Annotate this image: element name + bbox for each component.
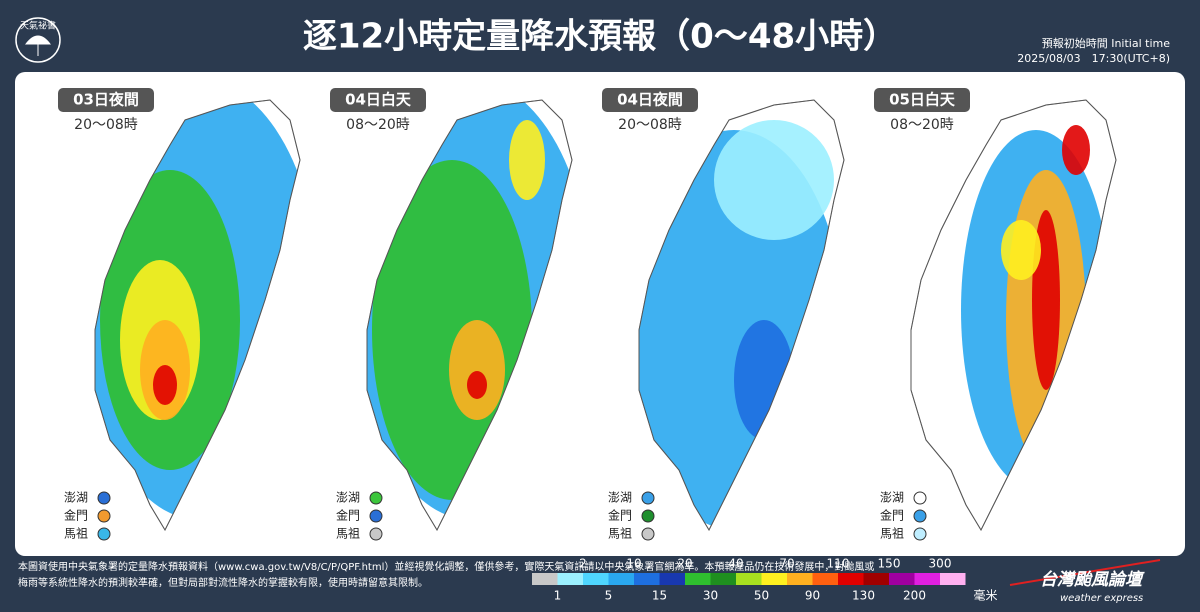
date-badge — [330, 88, 426, 112]
legend-swatch — [583, 573, 609, 585]
init-label: 預報初始時間 Initial time — [1042, 36, 1171, 50]
island-name: 澎湖 — [336, 490, 360, 505]
legend-swatch — [710, 573, 736, 585]
island-name: 馬祖 — [608, 526, 632, 541]
brand-tagline: weather express — [1060, 593, 1143, 604]
date-title: 05日白天 — [889, 91, 956, 109]
legend-unit: 毫米 — [974, 588, 998, 603]
time-range: 08～20時 — [346, 117, 410, 133]
island-dot — [641, 491, 655, 505]
legend-label: 30 — [703, 589, 718, 603]
legend-label: 20 — [677, 557, 692, 571]
legend-label: 90 — [805, 589, 820, 603]
time-range: 20～08時 — [618, 117, 682, 133]
legend-swatch — [838, 573, 864, 585]
footer-line: 本圖資使用中央氣象署的定量降水預報資料（www.cwa.gov.tw/V8/C/… — [18, 560, 874, 573]
legend-label: 1 — [554, 589, 562, 603]
island-name: 金門 — [336, 508, 360, 523]
legend-swatch — [787, 573, 813, 585]
island-name: 金門 — [608, 508, 632, 523]
island-name: 馬祖 — [880, 526, 904, 541]
legend-swatch — [761, 573, 787, 585]
map-panel — [15, 72, 1185, 556]
rain-area — [714, 120, 834, 240]
island-dot — [913, 491, 927, 505]
island-dot — [97, 491, 111, 505]
legend-label: 300 — [929, 557, 952, 571]
date-title: 04日夜間 — [617, 91, 683, 109]
legend-swatch — [889, 573, 915, 585]
legend-label: 150 — [878, 557, 901, 571]
island-dot — [641, 509, 655, 523]
island-dot — [369, 527, 383, 541]
island-dot — [913, 509, 927, 523]
legend-label: 15 — [652, 589, 667, 603]
legend-label: 70 — [779, 557, 794, 571]
time-range: 08～20時 — [890, 117, 954, 133]
date-badge — [874, 88, 970, 112]
rain-area — [153, 365, 177, 405]
island-dot — [641, 527, 655, 541]
island-dot — [369, 509, 383, 523]
island-dot — [97, 509, 111, 523]
legend-swatch — [608, 573, 634, 585]
rain-area — [1062, 125, 1090, 175]
legend-label: 110 — [827, 557, 850, 571]
logo-text: 天氣祕書 — [20, 20, 56, 32]
footer-line: 梅雨等系統性降水的預測較準確，但對局部對流性降水的掌握較有限，使用時請留意其限制… — [18, 576, 428, 589]
rain-area — [372, 160, 532, 500]
brand-name: 台灣颱風論壇 — [1040, 570, 1145, 590]
island-name: 金門 — [880, 508, 904, 523]
legend-swatch — [634, 573, 660, 585]
island-dot — [913, 527, 927, 541]
rain-area — [449, 320, 505, 420]
island-name: 澎湖 — [608, 490, 632, 505]
legend-label: 130 — [852, 589, 875, 603]
island-name: 金門 — [64, 508, 88, 523]
legend-swatch — [659, 573, 685, 585]
date-title: 04日白天 — [345, 91, 412, 109]
brand-swoosh — [1009, 559, 1161, 586]
rain-area — [467, 371, 487, 399]
legend-swatch — [685, 573, 711, 585]
legend-label: 200 — [903, 589, 926, 603]
legend-label: 50 — [754, 589, 769, 603]
rain-area — [1001, 220, 1041, 280]
island-dot — [369, 491, 383, 505]
legend-swatch — [812, 573, 838, 585]
legend-swatch — [532, 573, 558, 585]
time-range: 20～08時 — [74, 117, 138, 133]
legend-swatch — [940, 573, 966, 585]
island-dot — [97, 527, 111, 541]
rain-area — [509, 120, 545, 200]
legend-label: 10 — [626, 557, 641, 571]
date-badge — [602, 88, 698, 112]
date-title: 03日夜間 — [73, 91, 139, 109]
legend-swatch — [863, 573, 889, 585]
legend-label: 5 — [605, 589, 613, 603]
legend-swatch — [557, 573, 583, 585]
legend-swatch — [914, 573, 940, 585]
date-badge — [58, 88, 154, 112]
island-name: 澎湖 — [64, 490, 88, 505]
logo — [15, 17, 61, 63]
legend-label: 2 — [579, 557, 587, 571]
umbrella-icon — [24, 35, 52, 56]
legend-label: 40 — [728, 557, 743, 571]
title: 逐12小時定量降水預報（0～48小時） — [303, 17, 897, 57]
island-name: 澎湖 — [880, 490, 904, 505]
legend-swatch — [736, 573, 762, 585]
island-name: 馬祖 — [336, 526, 360, 541]
island-name: 馬祖 — [64, 526, 88, 541]
init-time: 2025/08/03 17:30(UTC+8) — [1017, 52, 1170, 65]
